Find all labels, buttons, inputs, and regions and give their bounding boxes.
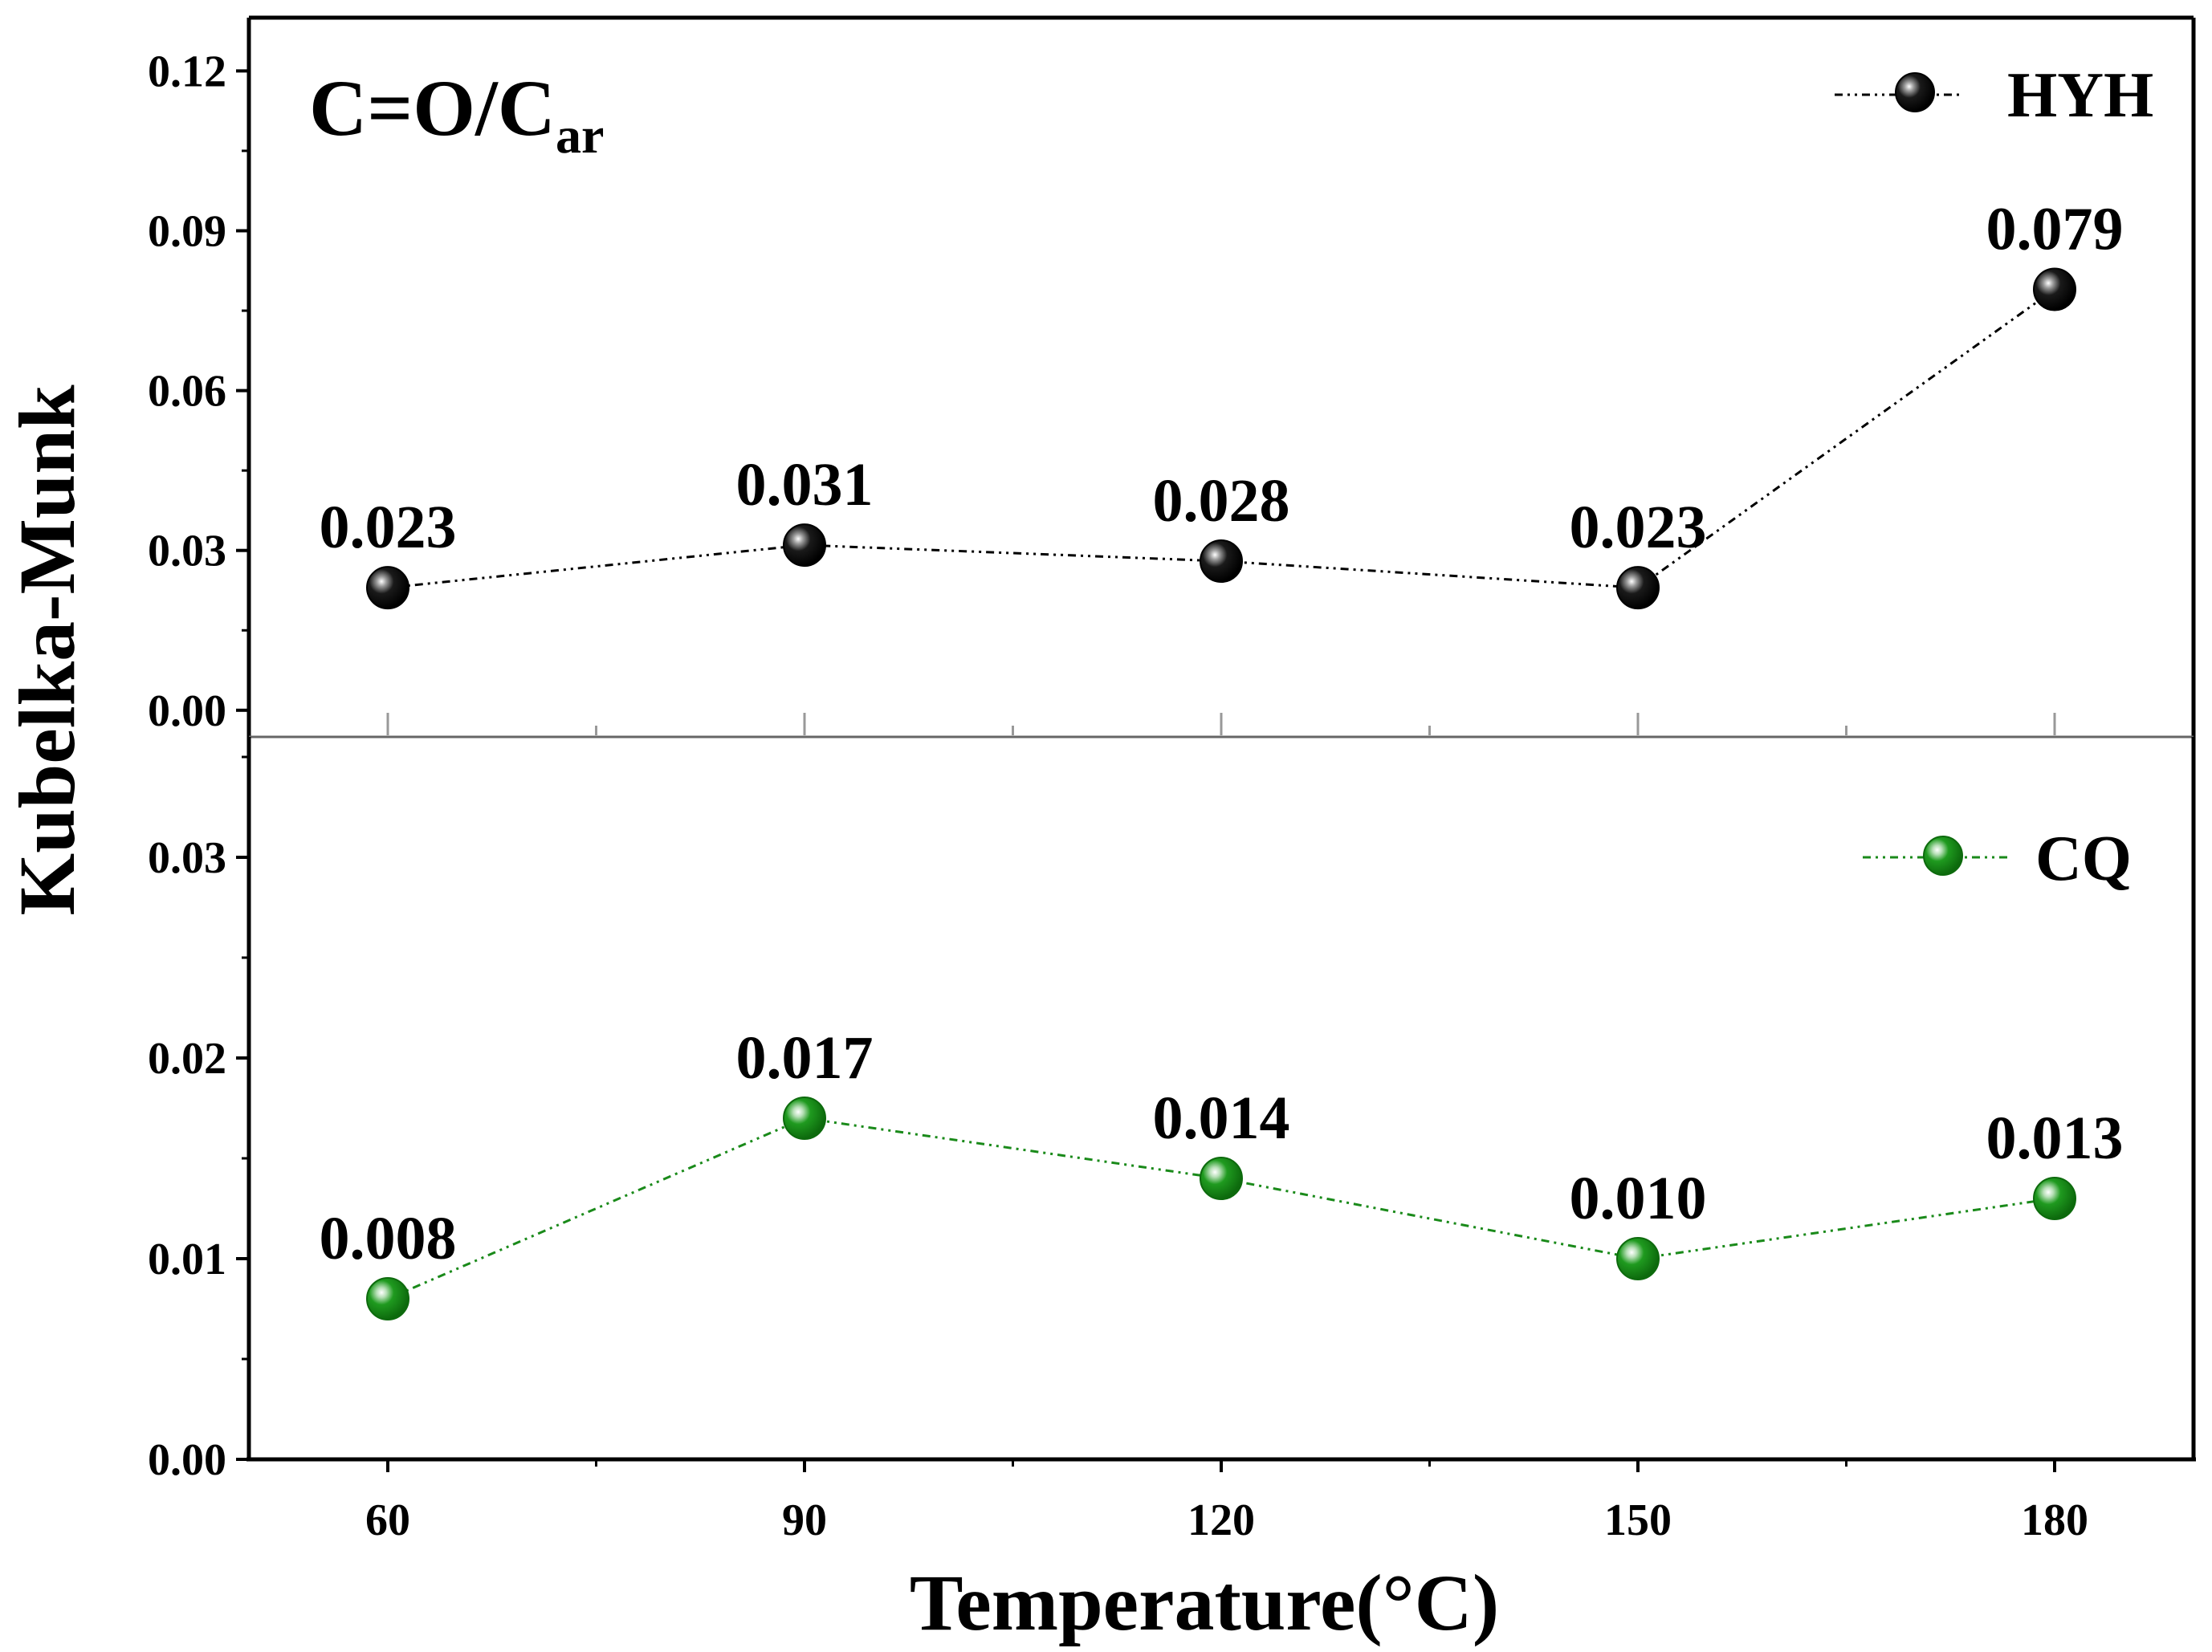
y-tick-label: 0.00 xyxy=(148,1435,226,1485)
data-point-cq xyxy=(783,1097,826,1140)
y-tick-label: 0.12 xyxy=(148,47,226,96)
data-point-cq xyxy=(2033,1177,2076,1220)
data-label-cq: 0.010 xyxy=(1570,1165,1707,1232)
data-point-cq xyxy=(366,1277,409,1320)
data-point-cq xyxy=(1616,1237,1660,1280)
data-label-cq: 0.013 xyxy=(1986,1105,2124,1172)
panel-top xyxy=(246,15,2196,737)
data-label-cq: 0.014 xyxy=(1153,1084,1290,1152)
data-label-hyh: 0.023 xyxy=(1570,494,1707,561)
data-label-hyh: 0.079 xyxy=(1986,195,2124,262)
y-tick-label: 0.06 xyxy=(148,367,226,417)
data-point-hyh xyxy=(366,566,409,610)
data-label-cq: 0.017 xyxy=(736,1024,874,1092)
series-layer: 0.023 0.031 0.028 0.023 0.079 0.008 0.017 0.014… xyxy=(320,195,2124,1320)
y-tick-label: 0.09 xyxy=(148,206,226,256)
x-tick-label: 90 xyxy=(782,1495,827,1545)
y-tick-label: 0.02 xyxy=(148,1034,226,1084)
data-point-hyh xyxy=(783,523,826,568)
legend-cq: CQ xyxy=(1863,824,2132,894)
x-tick-label: 180 xyxy=(2021,1495,2088,1545)
panel-title: C=O/Car xyxy=(309,63,604,164)
x-axis-title: Temperature(°C) xyxy=(910,1558,1499,1647)
data-label-hyh: 0.031 xyxy=(736,451,874,519)
y-tick-label: 0.00 xyxy=(148,686,226,736)
x-tick-label: 60 xyxy=(365,1495,410,1545)
legend-hyh: HYH xyxy=(1835,60,2153,131)
tick-layer: 0.00 0.03 0.06 0.09 0.12 0.00 0.01 0.02 0.03 60 90… xyxy=(148,47,2088,1545)
y-tick-label: 0.03 xyxy=(148,527,226,576)
series-line-hyh xyxy=(387,288,2055,589)
legend-cq-marker xyxy=(1923,836,1963,876)
y-tick-label: 0.03 xyxy=(148,833,226,883)
panel-title-subscript: ar xyxy=(556,107,604,164)
legend-cq-label: CQ xyxy=(2035,824,2132,894)
data-point-hyh xyxy=(2033,267,2076,311)
panel-title-main: C=O/C xyxy=(309,63,556,153)
x-tick-label: 150 xyxy=(1604,1495,1672,1545)
legend-hyh-label: HYH xyxy=(2007,60,2153,131)
x-tick-label: 120 xyxy=(1187,1495,1255,1545)
y-axis-title: Kubelka-Munk xyxy=(2,385,92,916)
data-point-hyh xyxy=(1616,566,1660,610)
data-point-hyh xyxy=(1200,539,1243,583)
data-label-hyh: 0.023 xyxy=(320,494,457,561)
data-label-cq: 0.008 xyxy=(320,1205,457,1272)
y-tick-label: 0.01 xyxy=(148,1235,226,1284)
data-point-cq xyxy=(1200,1157,1243,1200)
legend-hyh-marker xyxy=(1895,72,1935,112)
data-label-hyh: 0.028 xyxy=(1153,467,1290,535)
